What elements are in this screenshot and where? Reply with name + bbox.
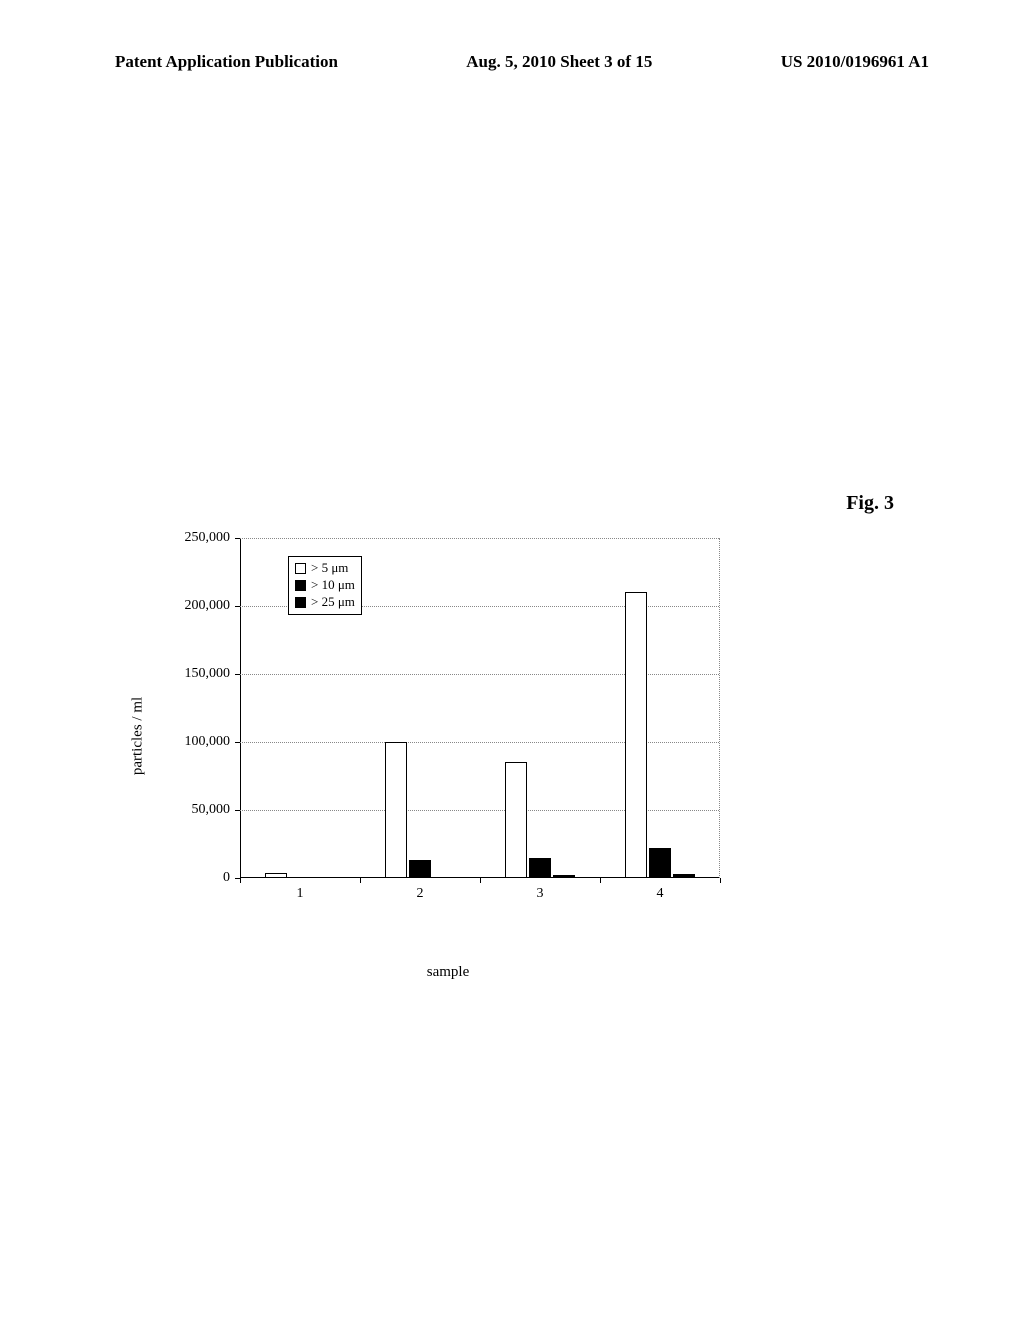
- bar: [385, 742, 407, 878]
- legend-row: > 5 μm: [295, 560, 355, 577]
- bar-group: [505, 762, 575, 878]
- legend-swatch: [295, 563, 306, 574]
- x-tick-label: 1: [297, 878, 304, 902]
- legend-row: > 25 μm: [295, 594, 355, 611]
- y-tick-label: 100,000: [185, 734, 241, 750]
- bar: [673, 874, 695, 878]
- gridline: [240, 538, 719, 539]
- header-right: US 2010/0196961 A1: [781, 52, 929, 72]
- x-tick-mark: [720, 878, 721, 883]
- y-axis: [240, 538, 241, 878]
- chart-legend: > 5 μm> 10 μm> 25 μm: [288, 556, 362, 615]
- header-left: Patent Application Publication: [115, 52, 338, 72]
- x-tick-label: 4: [657, 878, 664, 902]
- x-tick-mark: [360, 878, 361, 883]
- bar-group: [385, 742, 455, 878]
- legend-swatch: [295, 580, 306, 591]
- x-axis-label: sample: [427, 964, 470, 981]
- bar: [649, 848, 671, 878]
- legend-swatch: [295, 597, 306, 608]
- bar-group: [625, 592, 695, 878]
- figure-label: Fig. 3: [846, 492, 894, 515]
- y-tick-label: 250,000: [185, 530, 241, 546]
- x-tick-mark: [600, 878, 601, 883]
- x-tick-label: 3: [537, 878, 544, 902]
- bar: [409, 860, 431, 878]
- page-header: Patent Application Publication Aug. 5, 2…: [115, 52, 929, 72]
- legend-label: > 10 μm: [311, 577, 355, 594]
- bar: [529, 858, 551, 878]
- legend-row: > 10 μm: [295, 577, 355, 594]
- x-tick-mark: [240, 878, 241, 883]
- y-tick-label: 200,000: [185, 598, 241, 614]
- bar: [625, 592, 647, 878]
- bar: [553, 875, 575, 878]
- y-axis-label: particles / ml: [130, 696, 147, 774]
- x-tick-mark: [480, 878, 481, 883]
- header-center: Aug. 5, 2010 Sheet 3 of 15: [466, 52, 652, 72]
- x-tick-label: 2: [417, 878, 424, 902]
- plot-area: > 5 μm> 10 μm> 25 μm 050,000100,000150,0…: [240, 538, 720, 878]
- y-tick-label: 50,000: [192, 802, 241, 818]
- legend-label: > 5 μm: [311, 560, 348, 577]
- bar: [265, 873, 287, 878]
- bar-chart: particles / ml > 5 μm> 10 μm> 25 μm 050,…: [168, 538, 728, 933]
- legend-label: > 25 μm: [311, 594, 355, 611]
- y-tick-label: 150,000: [185, 666, 241, 682]
- bar: [505, 762, 527, 878]
